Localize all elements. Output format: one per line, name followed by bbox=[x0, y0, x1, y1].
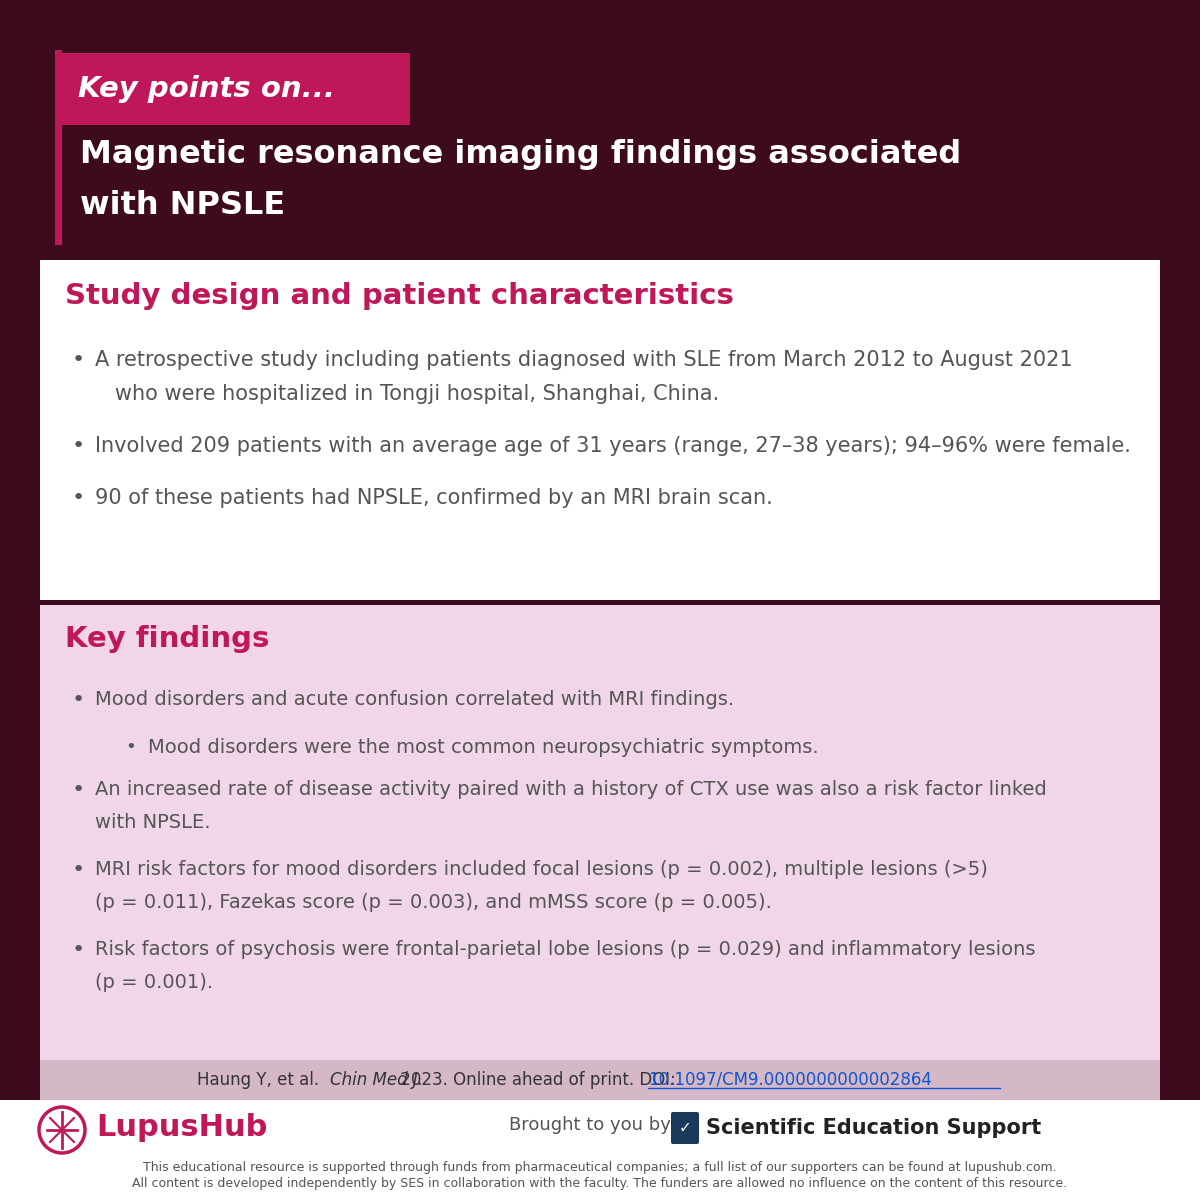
Text: An increased rate of disease activity paired with a history of CTX use was also : An increased rate of disease activity pa… bbox=[95, 780, 1046, 832]
Text: Study design and patient characteristics: Study design and patient characteristics bbox=[65, 282, 734, 310]
Text: MRI risk factors for mood disorders included focal lesions (p = 0.002), multiple: MRI risk factors for mood disorders incl… bbox=[95, 860, 988, 912]
FancyBboxPatch shape bbox=[40, 260, 1160, 600]
Text: 2023. Online ahead of print. DOI:: 2023. Online ahead of print. DOI: bbox=[395, 1070, 682, 1090]
Text: ✓: ✓ bbox=[679, 1121, 691, 1135]
FancyBboxPatch shape bbox=[40, 1060, 1160, 1100]
Text: with NPSLE: with NPSLE bbox=[80, 190, 286, 221]
Text: •: • bbox=[72, 350, 85, 370]
FancyBboxPatch shape bbox=[40, 605, 1160, 1060]
Text: Scientific Education Support: Scientific Education Support bbox=[706, 1118, 1042, 1138]
Text: Key findings: Key findings bbox=[65, 625, 269, 653]
Text: This educational resource is supported through funds from pharmaceutical compani: This educational resource is supported t… bbox=[143, 1162, 1057, 1175]
FancyBboxPatch shape bbox=[671, 1112, 698, 1144]
Text: •: • bbox=[72, 436, 85, 456]
Text: Magnetic resonance imaging findings associated: Magnetic resonance imaging findings asso… bbox=[80, 139, 961, 170]
Text: Risk factors of psychosis were frontal-parietal lobe lesions (p = 0.029) and inf: Risk factors of psychosis were frontal-p… bbox=[95, 940, 1036, 991]
Text: Mood disorders were the most common neuropsychiatric symptoms.: Mood disorders were the most common neur… bbox=[148, 738, 818, 757]
FancyBboxPatch shape bbox=[0, 1100, 1200, 1200]
FancyBboxPatch shape bbox=[55, 53, 410, 125]
Text: 10.1097/CM9.0000000000002864: 10.1097/CM9.0000000000002864 bbox=[648, 1070, 932, 1090]
Text: Key points on...: Key points on... bbox=[78, 74, 335, 103]
Text: •: • bbox=[72, 940, 85, 960]
Text: A retrospective study including patients diagnosed with SLE from March 2012 to A: A retrospective study including patients… bbox=[95, 350, 1073, 404]
Text: Involved 209 patients with an average age of 31 years (range, 27–38 years); 94–9: Involved 209 patients with an average ag… bbox=[95, 436, 1130, 456]
Text: Brought to you by: Brought to you by bbox=[509, 1116, 671, 1134]
Text: •: • bbox=[72, 860, 85, 880]
Text: •: • bbox=[72, 780, 85, 800]
Text: LupusHub: LupusHub bbox=[96, 1114, 268, 1142]
Text: •: • bbox=[72, 690, 85, 710]
Text: Chin Med J.: Chin Med J. bbox=[330, 1070, 424, 1090]
Text: Mood disorders and acute confusion correlated with MRI findings.: Mood disorders and acute confusion corre… bbox=[95, 690, 734, 709]
Text: All content is developed independently by SES in collaboration with the faculty.: All content is developed independently b… bbox=[132, 1177, 1068, 1190]
Text: 90 of these patients had NPSLE, confirmed by an MRI brain scan.: 90 of these patients had NPSLE, confirme… bbox=[95, 488, 773, 508]
Text: •: • bbox=[125, 738, 136, 756]
Text: •: • bbox=[72, 488, 85, 508]
FancyBboxPatch shape bbox=[55, 50, 62, 245]
Text: Haung Y, et al.: Haung Y, et al. bbox=[197, 1070, 324, 1090]
